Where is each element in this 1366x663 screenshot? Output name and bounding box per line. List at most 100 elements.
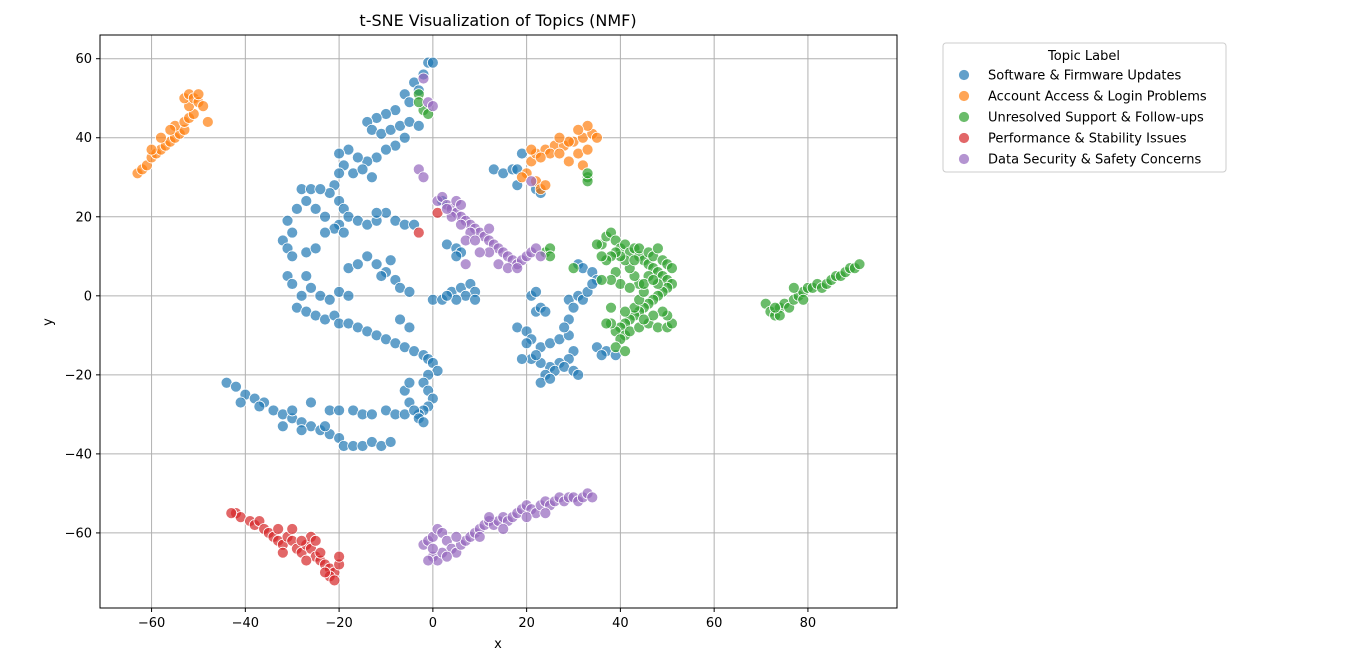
- scatter-point: [595, 250, 608, 263]
- scatter-point: [295, 289, 308, 302]
- scatter-point: [853, 258, 866, 271]
- scatter-point: [375, 270, 388, 282]
- legend-marker: [958, 132, 970, 144]
- scatter-point: [797, 293, 810, 306]
- scatter-point: [201, 116, 214, 128]
- scatter-point: [412, 119, 425, 132]
- scatter-point: [342, 289, 355, 302]
- scatter-point: [314, 183, 327, 196]
- scatter-point: [333, 167, 346, 180]
- legend-label: Unresolved Support & Follow-ups: [988, 111, 1204, 126]
- scatter-point: [417, 171, 430, 184]
- scatter-point: [483, 511, 496, 524]
- y-tick-label: −60: [65, 526, 92, 541]
- scatter-point: [520, 511, 533, 524]
- scatter-point: [309, 202, 322, 215]
- scatter-point: [483, 222, 496, 235]
- x-axis-label: x: [494, 637, 502, 652]
- scatter-point: [455, 218, 467, 231]
- scatter-point: [666, 262, 678, 275]
- scatter-point: [558, 321, 571, 334]
- y-tick-label: 40: [75, 131, 92, 146]
- series-0: [220, 56, 622, 452]
- scatter-point: [619, 305, 631, 318]
- x-tick-label: −20: [325, 616, 352, 631]
- scatter-point: [286, 226, 299, 239]
- scatter-point: [286, 523, 299, 535]
- scatter-point: [426, 542, 439, 555]
- y-tick-label: −20: [65, 368, 92, 383]
- scatter-point: [333, 147, 346, 160]
- scatter-point: [637, 313, 650, 326]
- scatter-point: [539, 179, 552, 192]
- scatter-point: [328, 574, 341, 587]
- scatter-point: [253, 400, 266, 413]
- scatter-point: [295, 424, 308, 437]
- scatter-point: [497, 523, 510, 535]
- scatter-point: [441, 289, 453, 302]
- scatter-point: [553, 131, 566, 144]
- scatter-point: [591, 131, 603, 144]
- x-tick-label: 0: [429, 616, 437, 631]
- scatter-point: [281, 214, 294, 227]
- scatter-point: [441, 202, 453, 215]
- legend-item: Data Security & Safety Concerns: [958, 153, 1201, 168]
- scatter-point: [286, 250, 299, 263]
- scatter-point: [295, 534, 308, 547]
- x-tick-label: 20: [518, 616, 535, 631]
- scatter-point: [441, 550, 453, 563]
- scatter-point: [403, 321, 416, 334]
- scatter-point: [394, 313, 406, 326]
- scatter-point: [586, 491, 599, 504]
- legend-frame: [942, 42, 1227, 173]
- scatter-point: [652, 242, 664, 255]
- scatter-point: [473, 246, 486, 259]
- scatter-point: [319, 420, 331, 433]
- scatter-point: [647, 274, 660, 286]
- y-axis-ticks: −60 −40 −20 0 20 40 60: [65, 52, 100, 541]
- scatter-point: [520, 337, 533, 350]
- scatter-point: [628, 254, 641, 267]
- legend-item: Account Access & Login Problems: [958, 90, 1207, 105]
- legend-item: Unresolved Support & Follow-ups: [958, 111, 1204, 126]
- scatter-point: [469, 293, 481, 306]
- scatter-point: [595, 349, 608, 361]
- scatter-point: [272, 523, 285, 535]
- scatter-point: [511, 262, 524, 275]
- legend-items: Software & Firmware Updates Account Acces…: [958, 69, 1207, 168]
- scatter-point: [286, 404, 299, 417]
- scatter-point: [230, 380, 242, 393]
- scatter-point: [562, 155, 575, 168]
- scatter-point: [539, 305, 552, 318]
- scatter-point: [455, 199, 467, 211]
- scatter-point: [361, 250, 374, 263]
- scatter-point: [370, 258, 383, 271]
- y-axis-label: y: [41, 318, 56, 326]
- legend-marker: [958, 90, 970, 102]
- scatter-point: [333, 404, 346, 417]
- y-tick-label: −40: [65, 447, 92, 462]
- scatter-point: [450, 530, 463, 543]
- scatter-point: [155, 131, 167, 144]
- scatter-point: [380, 143, 392, 156]
- scatter-point: [426, 56, 439, 69]
- scatter-point: [300, 270, 313, 282]
- legend-label: Account Access & Login Problems: [988, 90, 1207, 105]
- scatter-point: [300, 554, 313, 567]
- scatter-point: [619, 345, 631, 358]
- legend-marker: [958, 69, 970, 81]
- scatter-point: [581, 167, 594, 180]
- series-4: [412, 72, 599, 567]
- scatter-point: [305, 396, 317, 409]
- x-tick-label: 80: [800, 616, 817, 631]
- y-tick-label: 60: [75, 52, 92, 67]
- scatter-point: [769, 301, 782, 314]
- legend-item: Performance & Stability Issues: [958, 132, 1187, 147]
- scatter-point: [595, 274, 608, 286]
- scatter-point: [305, 282, 317, 294]
- chart-title: t-SNE Visualization of Topics (NMF): [359, 11, 636, 30]
- scatter-point: [314, 546, 327, 559]
- scatter-point: [403, 285, 416, 298]
- series-3: [225, 206, 444, 587]
